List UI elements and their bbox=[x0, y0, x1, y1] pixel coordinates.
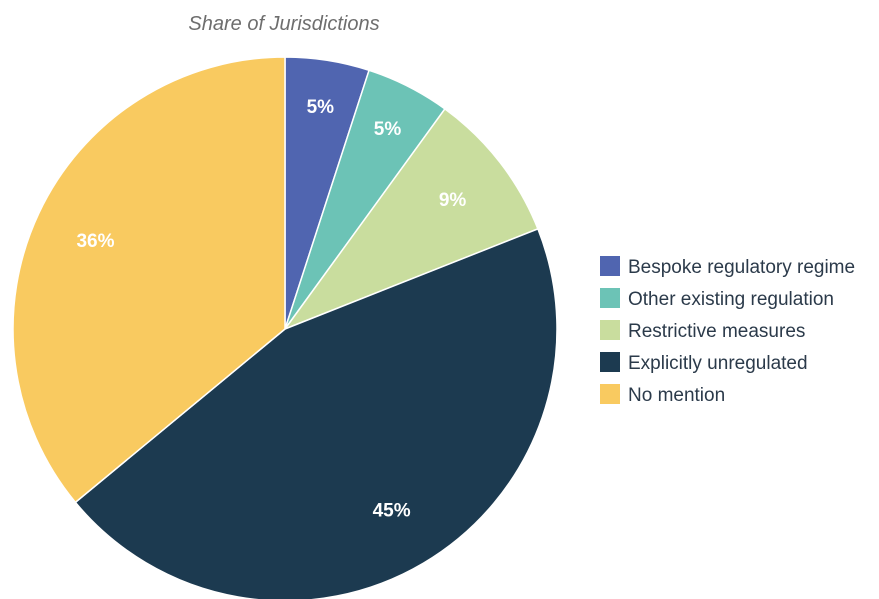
legend-label-no-mention: No mention bbox=[628, 385, 725, 406]
legend-label-explicitly-unregulated: Explicitly unregulated bbox=[628, 353, 808, 374]
legend-swatch-other-existing-regulation bbox=[600, 288, 620, 308]
pie-slice-explicitly-unregulated bbox=[74, 227, 558, 599]
legend-label-other-existing-regulation: Other existing regulation bbox=[628, 289, 834, 310]
legend-swatch-no-mention bbox=[600, 384, 620, 404]
legend-label-bespoke-regulatory-regime: Bespoke regulatory regime bbox=[628, 257, 855, 278]
pie-slice-restrictive-measures bbox=[282, 107, 539, 331]
chart-title: Share of Jurisdictions bbox=[188, 13, 379, 35]
slice-label-no-mention: 36% bbox=[76, 231, 114, 252]
slice-label-explicitly-unregulated: 45% bbox=[373, 500, 411, 521]
legend: Bespoke regulatory regime Other existing … bbox=[600, 256, 855, 406]
pie-slice-labels: 5% 5% 9% 45% 36% bbox=[76, 97, 466, 521]
pie-slice-no-mention bbox=[12, 56, 286, 504]
slice-label-other-existing-regulation: 5% bbox=[374, 119, 402, 140]
legend-label-restrictive-measures: Restrictive measures bbox=[628, 321, 805, 342]
legend-swatch-bespoke-regulatory-regime bbox=[600, 256, 620, 276]
legend-swatch-explicitly-unregulated bbox=[600, 352, 620, 372]
slice-label-restrictive-measures: 9% bbox=[439, 190, 467, 211]
slice-label-bespoke-regulatory-regime: 5% bbox=[307, 97, 335, 118]
pie-slices bbox=[12, 56, 558, 599]
legend-swatch-restrictive-measures bbox=[600, 320, 620, 340]
